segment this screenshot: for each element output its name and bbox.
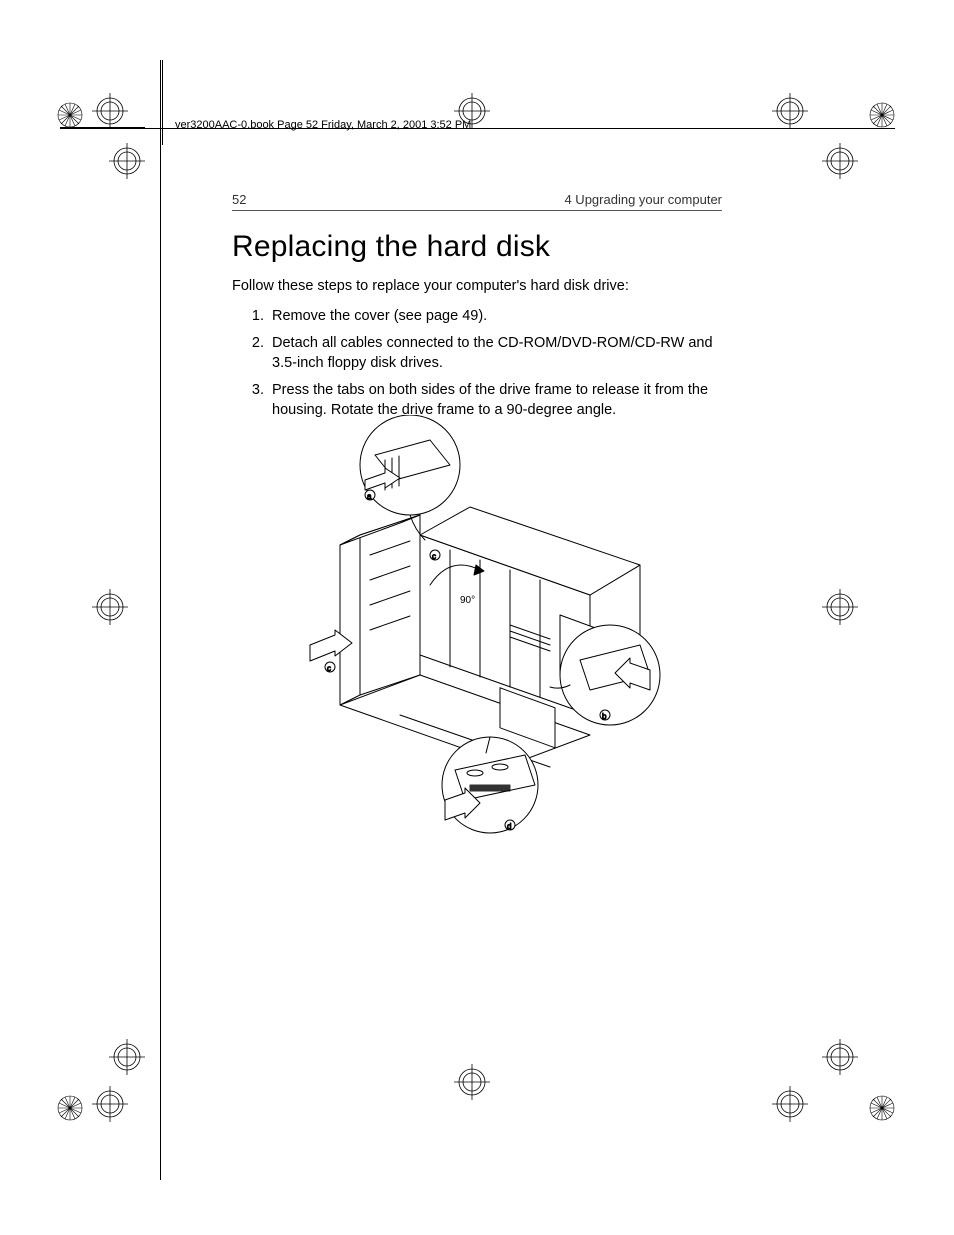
technical-figure: a b d — [300, 415, 680, 845]
radial-mark-icon — [867, 1093, 897, 1123]
svg-text:d: d — [507, 822, 511, 831]
radial-mark-icon — [55, 100, 85, 130]
page-title: Replacing the hard disk — [232, 230, 722, 263]
svg-text:a: a — [367, 492, 372, 501]
crop-line — [162, 60, 163, 145]
registration-mark-icon — [772, 93, 808, 129]
radial-mark-icon — [867, 100, 897, 130]
step-item: Remove the cover (see page 49). — [268, 307, 722, 327]
registration-mark-icon — [92, 1086, 128, 1122]
svg-text:b: b — [602, 712, 607, 721]
registration-mark-icon — [109, 143, 145, 179]
registration-mark-icon — [92, 589, 128, 625]
registration-mark-icon — [92, 93, 128, 129]
registration-mark-icon — [772, 1086, 808, 1122]
running-head-rule — [232, 210, 722, 211]
svg-text:c: c — [432, 552, 436, 561]
radial-mark-icon — [55, 1093, 85, 1123]
registration-mark-icon — [822, 1039, 858, 1075]
chapter-label: 4 Upgrading your computer — [564, 192, 722, 207]
crop-line — [160, 60, 161, 1180]
registration-mark-icon — [822, 589, 858, 625]
body-content: Replacing the hard disk Follow these ste… — [232, 230, 722, 428]
crop-header-text: ver3200AAC-0.book Page 52 Friday, March … — [175, 119, 471, 131]
step-item: Detach all cables connected to the CD-RO… — [268, 334, 722, 373]
svg-text:c: c — [327, 664, 331, 673]
registration-mark-icon — [454, 1064, 490, 1100]
page-container: ver3200AAC-0.book Page 52 Friday, March … — [0, 0, 954, 1235]
registration-mark-icon — [109, 1039, 145, 1075]
angle-label: 90° — [460, 595, 475, 606]
registration-mark-icon — [454, 93, 490, 129]
page-number: 52 — [232, 192, 246, 207]
steps-list: Remove the cover (see page 49). Detach a… — [232, 307, 722, 421]
intro-paragraph: Follow these steps to replace your compu… — [232, 277, 722, 297]
registration-mark-icon — [822, 143, 858, 179]
